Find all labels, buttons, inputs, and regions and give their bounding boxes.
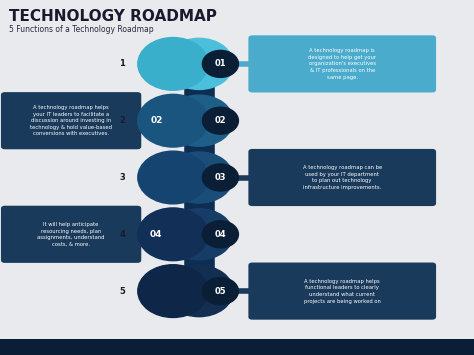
Text: 01: 01 [215, 59, 226, 69]
Text: A technology roadmap helps
your IT leaders to facilitate a
discussion around inv: A technology roadmap helps your IT leade… [30, 105, 112, 136]
Circle shape [165, 152, 233, 203]
Text: TECHNOLOGY ROADMAP: TECHNOLOGY ROADMAP [9, 9, 218, 24]
Text: 02: 02 [150, 116, 163, 125]
Circle shape [202, 50, 238, 77]
FancyBboxPatch shape [248, 36, 436, 93]
Text: 02: 02 [215, 116, 226, 125]
Circle shape [165, 95, 233, 146]
Circle shape [138, 94, 208, 147]
Circle shape [138, 265, 208, 317]
Text: 2: 2 [119, 116, 125, 125]
Circle shape [138, 208, 208, 261]
Circle shape [165, 209, 233, 260]
Text: It will help anticipate
resourcing needs, plan
assignments, understand
costs, & : It will help anticipate resourcing needs… [37, 222, 105, 247]
Circle shape [138, 38, 208, 90]
Text: 1: 1 [119, 59, 125, 69]
Text: 03: 03 [215, 173, 226, 182]
Circle shape [202, 278, 238, 305]
FancyBboxPatch shape [1, 92, 141, 149]
Text: 04: 04 [150, 230, 163, 239]
Text: 05: 05 [215, 286, 226, 296]
Text: 3: 3 [119, 173, 125, 182]
Text: 04: 04 [215, 230, 226, 239]
Circle shape [165, 266, 233, 317]
Circle shape [138, 151, 208, 204]
FancyBboxPatch shape [248, 263, 436, 320]
FancyBboxPatch shape [0, 339, 474, 355]
Text: A technology roadmap helps
functional leaders to clearly
understand what current: A technology roadmap helps functional le… [304, 279, 381, 304]
Circle shape [202, 107, 238, 134]
Circle shape [202, 164, 238, 191]
FancyBboxPatch shape [248, 149, 436, 206]
Text: 4: 4 [119, 230, 125, 239]
FancyBboxPatch shape [1, 206, 141, 263]
Text: A technology roadmap can be
used by your IT department
to plan out technology
in: A technology roadmap can be used by your… [302, 165, 382, 190]
Circle shape [202, 221, 238, 248]
Circle shape [165, 38, 233, 89]
Text: A technology roadmap is
designed to help get your
organization's executives
& IT: A technology roadmap is designed to help… [308, 48, 376, 80]
Text: 5: 5 [119, 286, 125, 296]
Text: 5 Functions of a Technology Roadmap: 5 Functions of a Technology Roadmap [9, 25, 154, 34]
